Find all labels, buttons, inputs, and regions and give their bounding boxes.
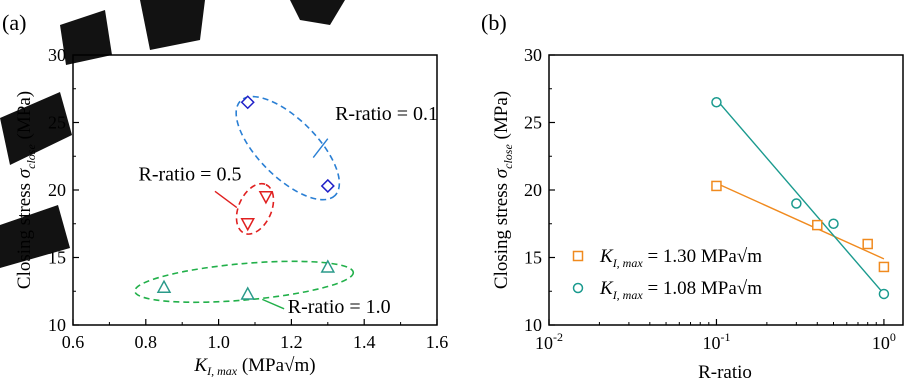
annotation-label: R-ratio = 1.0 (288, 296, 391, 318)
panel-b-ylabel-unit: (MPa) (491, 91, 512, 144)
data-point (156, 279, 172, 293)
annotation-leader (312, 138, 329, 159)
data-point (320, 259, 336, 273)
panel-b-x-axis-label: R-ratio (698, 362, 752, 382)
x-tick-label: 10-2 (535, 330, 563, 353)
group-ellipse (235, 95, 341, 201)
watermark-shape (60, 10, 112, 65)
group-ellipse (235, 182, 275, 235)
panel-b-ylabel-pre: Closing stress (491, 178, 512, 289)
panel-a-annotations: R-ratio = 0.1 R-ratio = 0.5 R-ratio = 1.0 (139, 103, 438, 318)
panel-a-label: (a) (2, 10, 26, 35)
x-tick-label: 1.6 (426, 332, 449, 352)
annotation-label: R-ratio = 0.1 (335, 103, 438, 125)
panel-a-xlabel-main: K (193, 355, 208, 376)
data-point (862, 238, 873, 250)
x-tick-label: 100 (872, 330, 896, 353)
x-tick-label: 10-1 (702, 330, 730, 353)
data-point (791, 198, 802, 209)
panel-b-y-axis-label: Closing stress σclose (MPa) (491, 91, 515, 289)
panel-a-group-ellipses (134, 95, 355, 304)
data-point (711, 180, 722, 192)
panel-b-legend: KI, max = 1.30 MPa√m KI, max = 1.08 MPa√m (572, 246, 762, 302)
y-tick-label: 15 (524, 248, 542, 268)
data-point (258, 191, 274, 205)
panel-b-points (711, 97, 890, 300)
data-point (240, 218, 255, 232)
y-tick-label: 10 (524, 315, 542, 335)
panel-b-fit-lines (715, 99, 885, 295)
y-tick-label: 30 (524, 45, 542, 65)
y-tick-label: 20 (48, 180, 66, 200)
panel-a-xlabel-unit: (MPa√m) (237, 355, 316, 376)
watermark-shape (290, 0, 345, 25)
x-tick-label: 1.0 (207, 332, 230, 352)
x-tick-label: 0.6 (62, 332, 85, 352)
panel-a-xlabel-sub: I, max (206, 364, 238, 378)
panel-b-ylabel-sub: close (501, 144, 515, 169)
panel-b-label: (b) (481, 10, 507, 35)
panel-b-x-ticks: 10-2 10-1 100 (535, 319, 896, 353)
annotation-label: R-ratio = 0.5 (139, 164, 242, 186)
y-tick-label: 20 (524, 180, 542, 200)
data-point (320, 178, 335, 194)
annotation-leader (214, 190, 238, 209)
data-point (878, 261, 890, 273)
y-tick-label: 10 (48, 315, 66, 335)
watermark-overlay (0, 0, 345, 268)
fit-line (715, 99, 885, 295)
panel-a-points (156, 95, 336, 300)
legend-marker (572, 282, 584, 294)
x-tick-label: 1.4 (353, 332, 376, 352)
x-tick-label: 1.2 (280, 332, 303, 352)
data-point (878, 288, 890, 300)
data-point (240, 95, 255, 110)
panel-a-frame (72, 54, 438, 326)
panel-a-x-axis-label: KI, max (MPa√m) (193, 355, 315, 378)
data-point (240, 286, 255, 300)
group-ellipse (134, 260, 355, 304)
watermark-shape (0, 92, 72, 165)
data-point (711, 97, 722, 108)
legend-label: KI, max = 1.08 MPa√m (599, 278, 762, 302)
x-tick-label: 0.8 (135, 332, 158, 352)
panel-b-y-ticks: 10 15 20 25 30 (524, 45, 555, 335)
panel-b: (b) 10-2 10-1 100 10 15 20 25 30 KI, max = 1.3… (481, 10, 904, 382)
annotation-leader (262, 298, 285, 310)
fit-line (716, 182, 885, 260)
panel-b-ylabel-sym: σ (491, 168, 512, 178)
y-tick-label: 30 (48, 45, 66, 65)
watermark-shape (0, 205, 70, 268)
y-tick-label: 25 (524, 113, 542, 133)
panel-a-x-ticks: 0.6 0.8 1.0 1.2 1.4 1.6 (62, 319, 449, 352)
legend-marker (572, 250, 584, 262)
watermark-shape (140, 0, 205, 50)
legend-label: KI, max = 1.30 MPa√m (599, 246, 762, 270)
data-point (812, 219, 823, 231)
panel-a-ylabel-sym: σ (14, 168, 35, 178)
data-point (828, 218, 839, 229)
